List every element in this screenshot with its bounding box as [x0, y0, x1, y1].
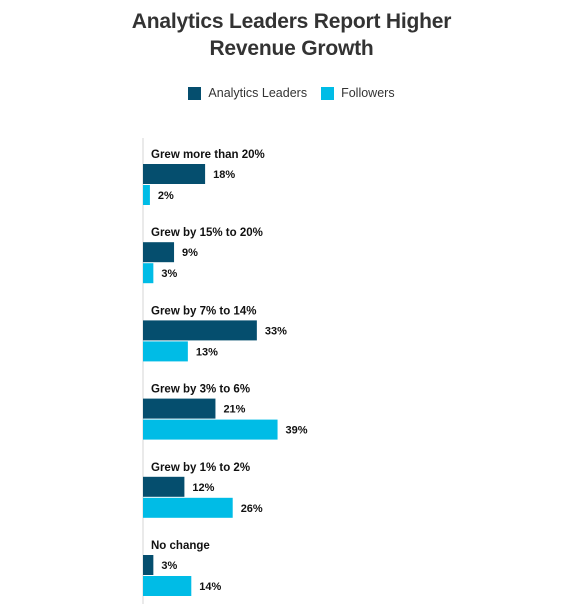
bar-analytics-leaders-no-change	[143, 555, 154, 575]
bar-analytics-leaders-grew-more-than-20	[143, 164, 206, 184]
chart-title-line-2: Revenue Growth	[209, 37, 374, 60]
bar-followers-no-change	[143, 576, 192, 596]
data-label-followers-no-change: 14%	[199, 581, 221, 593]
data-label-analytics-leaders-grew-by-15-to-20: 9%	[182, 247, 198, 259]
category-label-no-change: No change	[151, 540, 210, 552]
category-label-grew-by-15-to-20: Grew by 15% to 20%	[151, 227, 263, 239]
bar-followers-grew-by-3-to-6	[143, 419, 278, 440]
category-label-grew-more-than-20: Grew more than 20%	[151, 149, 265, 161]
data-label-analytics-leaders-no-change: 3%	[161, 560, 177, 572]
bar-analytics-leaders-grew-by-1-to-2	[143, 476, 185, 497]
legend-label-analytics-leaders: Analytics Leaders	[208, 86, 308, 100]
data-label-followers-grew-by-3-to-6: 39%	[286, 425, 308, 437]
category-label-grew-by-3-to-6: Grew by 3% to 6%	[151, 384, 250, 396]
chart-title: Analytics Leaders Report Higher Revenue …	[0, 8, 583, 62]
chart-title-line-1: Analytics Leaders Report Higher	[131, 10, 452, 33]
bar-analytics-leaders-grew-by-7-to-14	[143, 320, 257, 341]
data-label-analytics-leaders-grew-by-3-to-6: 21%	[223, 404, 245, 416]
bar-analytics-leaders-grew-by-3-to-6	[143, 398, 216, 419]
legend-label-followers: Followers	[341, 86, 395, 100]
chart-legend: Analytics Leaders Followers	[0, 86, 583, 100]
bar-followers-grew-more-than-20	[143, 185, 150, 205]
legend-swatch-followers	[321, 86, 335, 100]
legend-swatch-analytics-leaders	[188, 86, 202, 100]
bar-followers-grew-by-15-to-20	[143, 263, 154, 284]
bar-followers-grew-by-1-to-2	[143, 497, 233, 518]
category-label-grew-by-7-to-14: Grew by 7% to 14%	[151, 305, 256, 317]
category-label-grew-by-1-to-2: Grew by 1% to 2%	[151, 462, 250, 474]
data-label-followers-grew-by-15-to-20: 3%	[161, 268, 177, 280]
legend-item-followers: Followers	[321, 86, 395, 100]
legend-item-analytics-leaders: Analytics Leaders	[188, 86, 307, 100]
data-label-analytics-leaders-grew-by-1-to-2: 12%	[192, 482, 214, 494]
bar-followers-grew-by-7-to-14	[143, 341, 188, 362]
data-label-followers-grew-by-7-to-14: 13%	[196, 346, 218, 358]
data-label-analytics-leaders-grew-by-7-to-14: 33%	[265, 325, 287, 337]
data-label-followers-grew-more-than-20: 2%	[158, 190, 174, 202]
data-label-followers-grew-by-1-to-2: 26%	[241, 503, 263, 515]
data-label-analytics-leaders-grew-more-than-20: 18%	[213, 169, 235, 181]
bar-analytics-leaders-grew-by-15-to-20	[143, 242, 175, 263]
